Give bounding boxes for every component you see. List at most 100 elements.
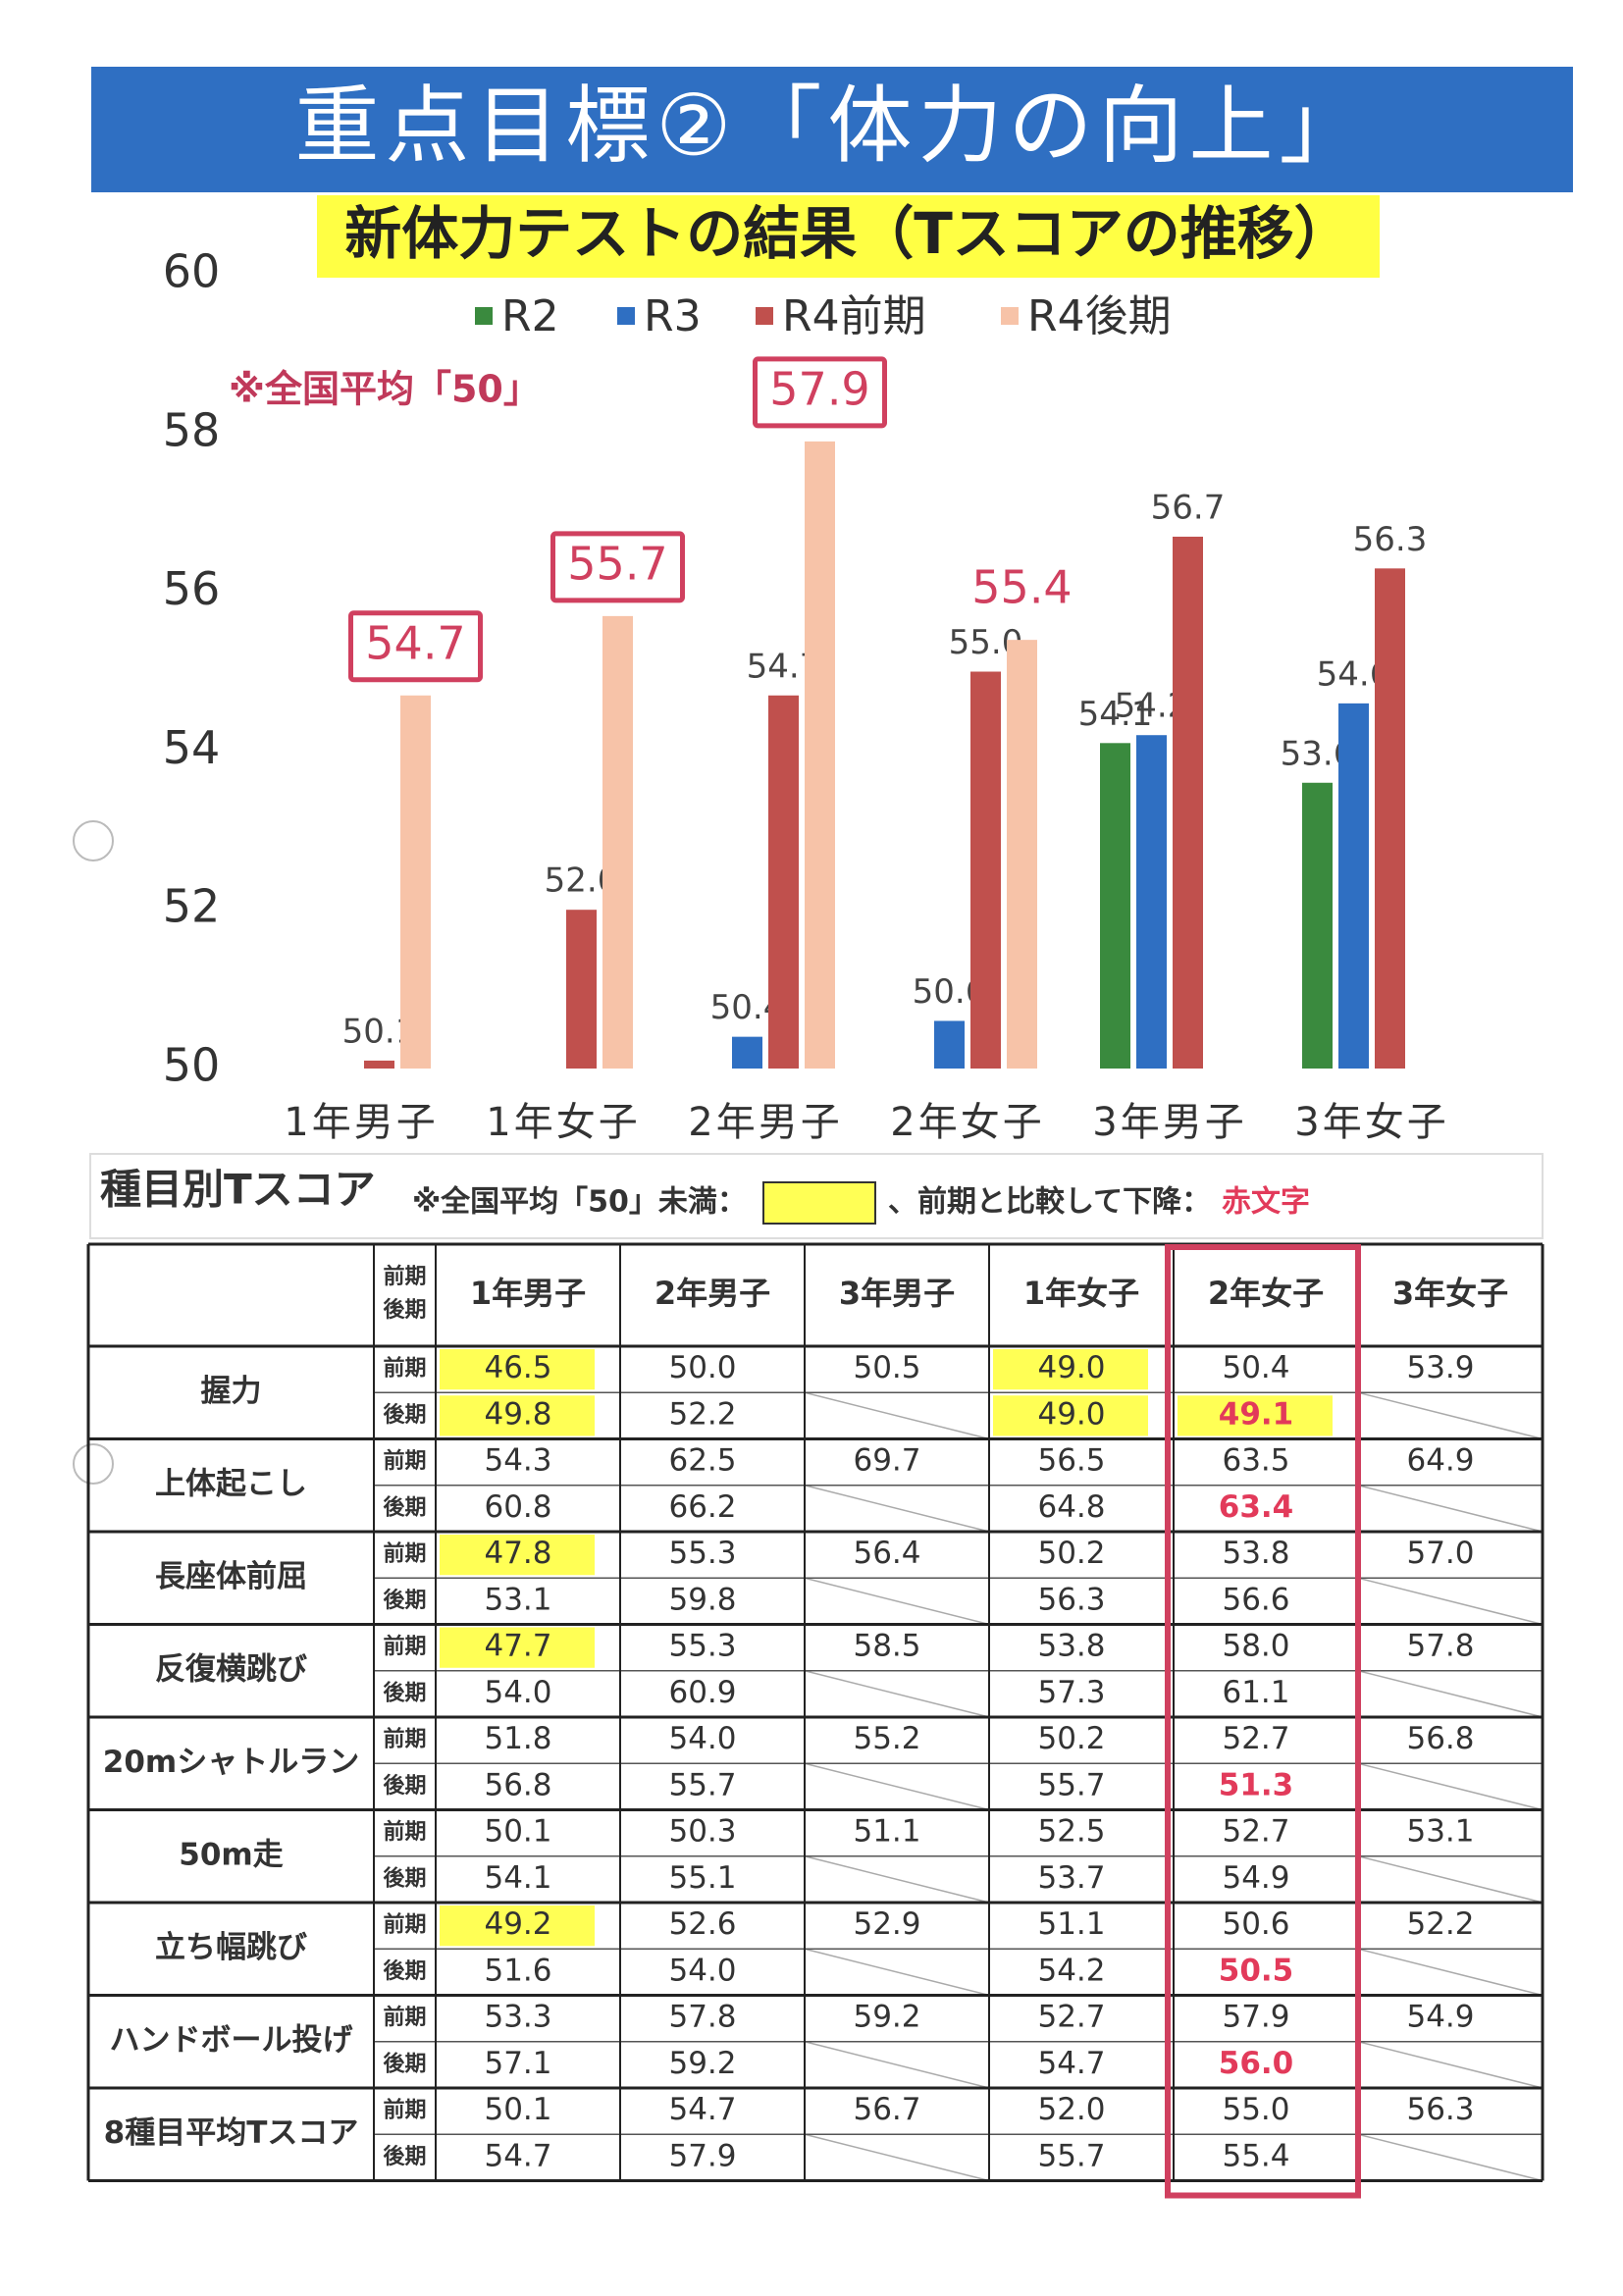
legend-marker [756, 307, 773, 325]
y-tick-label: 52 [163, 880, 221, 933]
cell-value: 55.7 [668, 1767, 736, 1802]
below-average-fill [440, 1627, 595, 1668]
below-average-fill [440, 1349, 595, 1390]
bar [970, 671, 1001, 1069]
term-label: 後期 [383, 1588, 426, 1613]
value-label: 56.7 [1151, 488, 1226, 527]
cell-value: 49.1 [1219, 1396, 1294, 1432]
cell-value: 50.0 [668, 1350, 736, 1385]
below-average-fill [440, 1905, 595, 1947]
legend-decline-text: 、前期と比較して下降： [888, 1185, 1211, 1220]
event-name: 長座体前屈 [155, 1559, 307, 1594]
x-tick-label: 1年男子 [284, 1100, 438, 1145]
table-title: 種目別Tスコア [100, 1166, 376, 1214]
cell-value: 54.0 [668, 1953, 736, 1988]
column-header: 2年女子 [1208, 1275, 1324, 1312]
bar [602, 615, 633, 1069]
column-header: 3年男子 [839, 1275, 955, 1312]
cell-value: 47.7 [484, 1629, 551, 1664]
legend-label: R4後期 [1027, 291, 1172, 341]
cell-value: 57.3 [1037, 1675, 1105, 1710]
cell-value: 58.5 [853, 1629, 920, 1664]
cell-value: 49.8 [484, 1396, 551, 1432]
event-name: 50m走 [179, 1837, 283, 1872]
cell-value: 49.0 [1037, 1396, 1105, 1432]
legend-label: R2 [501, 291, 559, 341]
cell-value: 56.3 [1037, 1582, 1105, 1617]
column-header: 1年女子 [1023, 1275, 1139, 1312]
bar [1375, 568, 1405, 1069]
cell-value: 69.7 [853, 1443, 920, 1479]
bar [732, 1036, 762, 1069]
below-average-fill [440, 1395, 595, 1436]
cell-value: 53.7 [1037, 1860, 1105, 1896]
cell-value: 46.5 [484, 1350, 551, 1385]
cell-value: 50.1 [484, 1814, 551, 1850]
bar [1136, 735, 1167, 1069]
cell-value: 52.5 [1037, 1814, 1105, 1850]
cell-value: 50.3 [668, 1814, 736, 1850]
punch-hole [73, 1443, 114, 1485]
bar [364, 1060, 394, 1069]
punch-hole [73, 820, 114, 861]
term-label: 後期 [383, 1773, 426, 1799]
title-bar [91, 67, 1573, 192]
cell-value: 52.2 [668, 1396, 736, 1432]
term-label: 前期 [383, 1634, 426, 1659]
cell-value: 53.9 [1406, 1350, 1474, 1385]
subtitle-bg [317, 195, 1380, 278]
cell-value: 54.9 [1222, 1860, 1289, 1896]
legend-swatch [762, 1181, 876, 1225]
cell-value: 55.3 [668, 1629, 736, 1664]
table-caption-frame [89, 1153, 1544, 1239]
cell-value: 50.2 [1037, 1536, 1105, 1571]
value-label: 56.3 [1353, 520, 1428, 559]
empty-slash [1357, 2133, 1544, 2182]
term-label: 前期 [383, 1541, 426, 1567]
cell-value: 52.7 [1222, 1721, 1289, 1756]
cell-value: 66.2 [668, 1489, 736, 1525]
bar [805, 441, 835, 1069]
legend-label: R4前期 [782, 291, 926, 341]
cell-value: 55.4 [1222, 2138, 1289, 2173]
term-label: 前期 [383, 1727, 426, 1752]
event-name: 立ち幅跳び [155, 1930, 307, 1965]
label-box [348, 610, 483, 683]
cell-value: 59.2 [853, 2000, 920, 2035]
cell-value: 54.2 [1037, 1953, 1105, 1988]
x-tick-label: 3年男子 [1092, 1100, 1246, 1145]
empty-slash [1357, 1948, 1544, 1997]
cell-value: 55.2 [853, 1721, 920, 1756]
cell-value: 51.3 [1219, 1767, 1294, 1802]
event-name: 握力 [201, 1374, 262, 1409]
bar [1007, 640, 1037, 1069]
cell-value: 54.3 [484, 1443, 551, 1479]
empty-slash [1357, 1670, 1544, 1718]
y-tick-label: 60 [163, 245, 221, 298]
cell-value: 52.7 [1037, 2000, 1105, 2035]
cell-value: 61.1 [1222, 1675, 1289, 1710]
cell-value: 64.9 [1406, 1443, 1474, 1479]
empty-slash [1357, 1762, 1544, 1811]
empty-slash [1357, 1485, 1544, 1533]
cell-value: 57.1 [484, 2046, 551, 2081]
header-term: 前期 [383, 1264, 426, 1289]
empty-slash [804, 1485, 990, 1533]
cell-value: 55.7 [1037, 1767, 1105, 1802]
y-tick-label: 58 [163, 403, 221, 456]
value-label: 54.1 [1078, 695, 1153, 734]
cell-value: 50.2 [1037, 1721, 1105, 1756]
cell-value: 52.7 [1222, 1814, 1289, 1850]
term-label: 前期 [383, 1448, 426, 1474]
y-tick-label: 50 [163, 1039, 221, 1092]
label-box [550, 531, 685, 603]
title: 重点目標②「体力の向上」 [294, 77, 1369, 175]
cell-value: 52.6 [668, 1906, 736, 1942]
cell-value: 56.8 [484, 1767, 551, 1802]
legend-decline-label: 赤文字 [1222, 1185, 1310, 1220]
below-average-fill [440, 1535, 595, 1576]
cell-value: 50.5 [853, 1350, 920, 1385]
cell-value: 60.8 [484, 1489, 551, 1525]
legend-marker [617, 307, 635, 325]
